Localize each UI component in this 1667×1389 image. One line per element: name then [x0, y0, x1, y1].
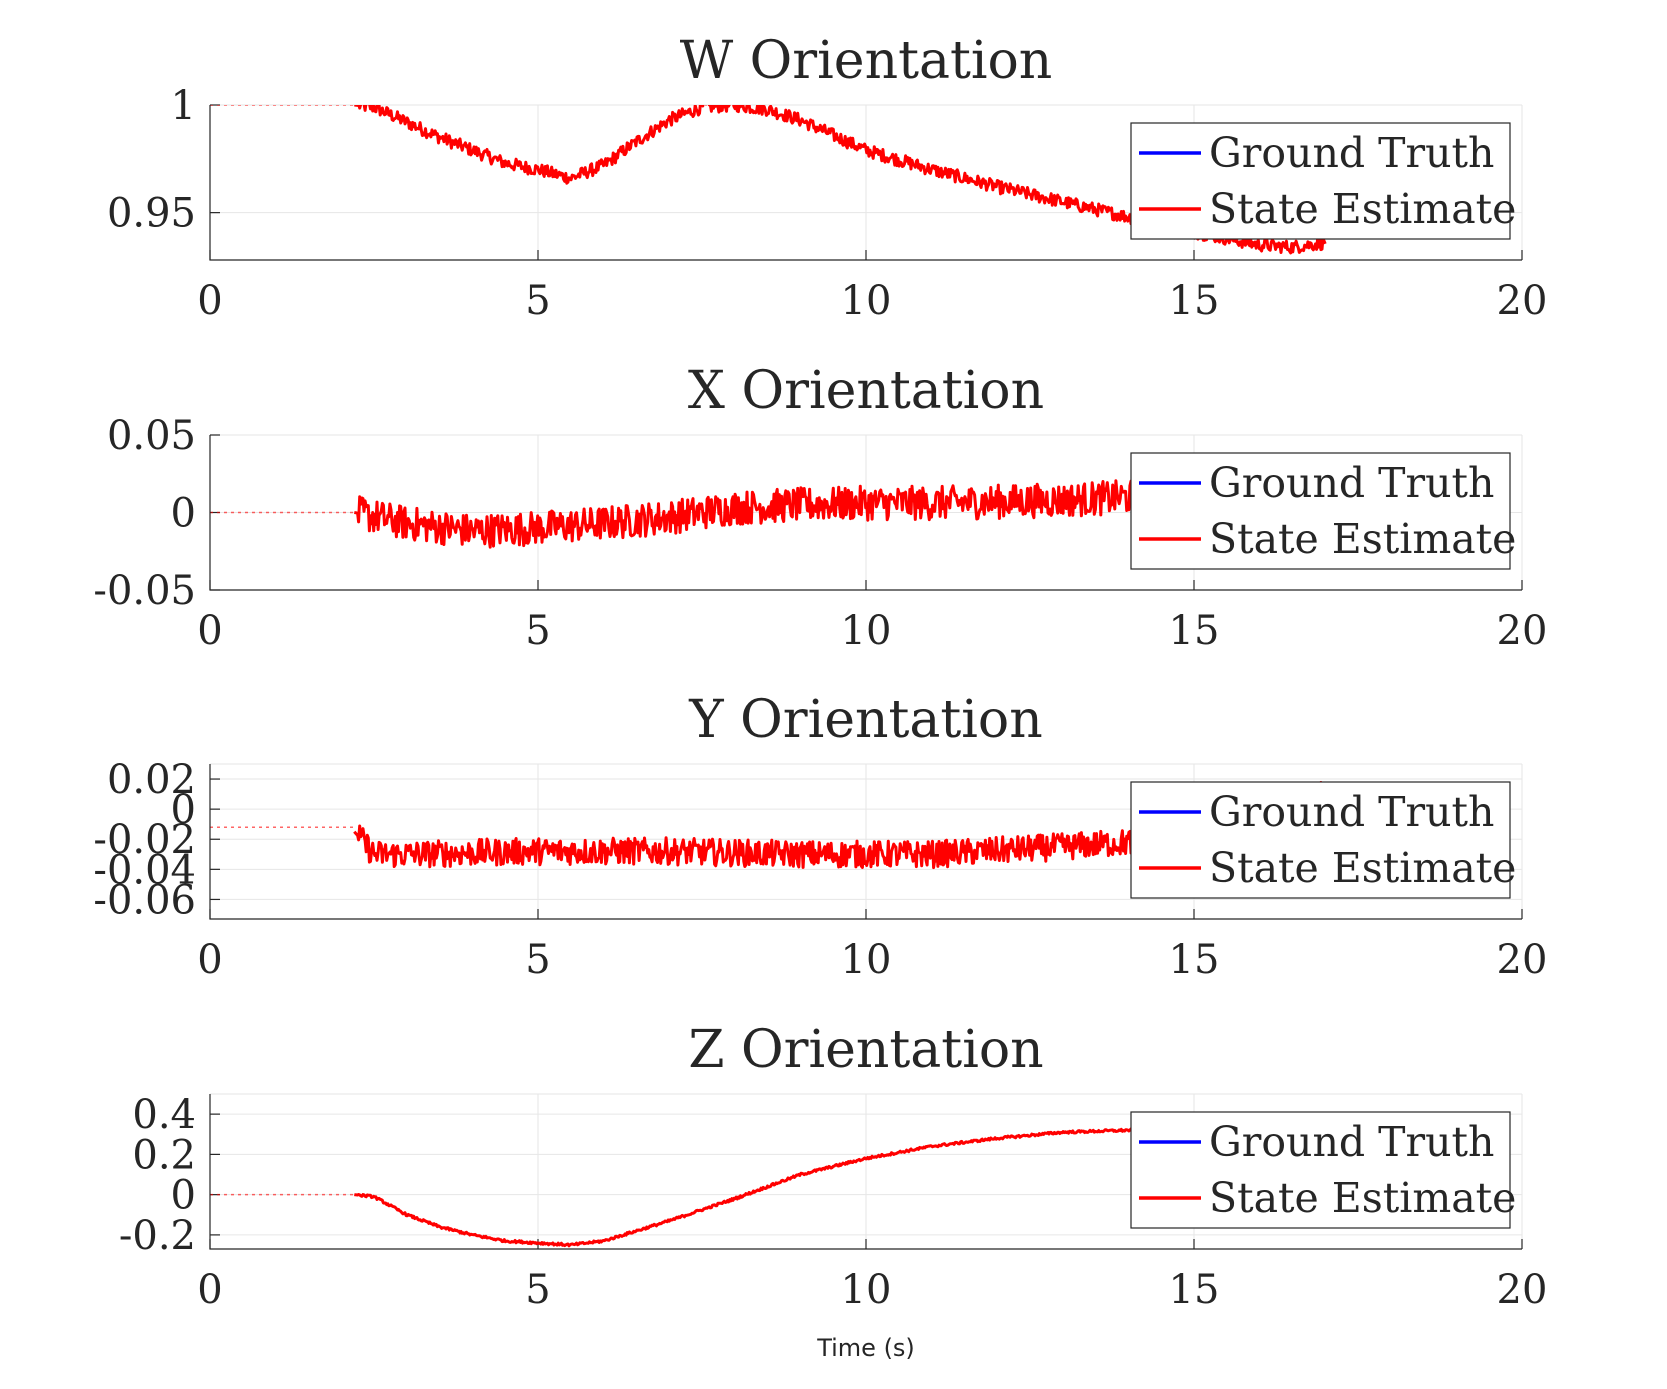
legend-box	[1130, 452, 1511, 570]
legend: Ground Truth State Estimate	[1130, 122, 1516, 240]
y-tick-label: -0.04	[93, 847, 196, 893]
legend-label: Ground Truth	[1209, 788, 1494, 836]
y-tick-label: 0.05	[107, 413, 196, 459]
y-tick-label: 0	[171, 1173, 196, 1219]
chart-title: Z Orientation	[688, 1020, 1043, 1080]
y-ticks: -0.05 0 0.05	[93, 413, 220, 614]
x-tick-label: 20	[1497, 608, 1548, 654]
y-tick-label: 0.02	[107, 757, 196, 803]
y-tick-label: 0.2	[132, 1132, 196, 1178]
legend-label: State Estimate	[1209, 1174, 1516, 1222]
x-tick-label: 0	[197, 1267, 222, 1313]
y-tick-label: -0.2	[119, 1213, 196, 1259]
y-tick-label: 0.95	[107, 191, 196, 237]
y-tick-label: -0.06	[93, 877, 196, 923]
axes-box	[209, 435, 1522, 591]
x-axis-label: Time (s)	[816, 1334, 915, 1362]
x-tick-label: 5	[525, 278, 550, 324]
legend-label: State Estimate	[1209, 515, 1516, 563]
y-tick-label: 0	[171, 491, 196, 537]
legend-label: Ground Truth	[1209, 1118, 1494, 1166]
y-tick-label: -0.02	[93, 817, 196, 863]
x-tick-label: 5	[525, 1267, 550, 1313]
x-tick-label: 20	[1497, 1267, 1548, 1313]
legend-label: Ground Truth	[1209, 129, 1494, 177]
x-ticks: 0 5 10 15 20	[197, 1239, 1547, 1313]
x-tick-label: 20	[1497, 278, 1548, 324]
y-tick-label: -0.05	[93, 568, 196, 614]
x-tick-label: 10	[841, 608, 892, 654]
legend-box	[1130, 122, 1511, 240]
x-ticks: 0 5 10 15 20	[197, 909, 1547, 983]
legend-box	[1130, 1111, 1511, 1229]
x-tick-label: 5	[525, 608, 550, 654]
chart-title: Y Orientation	[688, 690, 1042, 750]
x-tick-label: 0	[197, 278, 222, 324]
subplot-z-orientation: Z Orientation -0.200.20.4 0 5 10 15 20 Groun…	[119, 1020, 1548, 1313]
legend-label: State Estimate	[1209, 185, 1516, 233]
x-tick-label: 15	[1169, 278, 1220, 324]
axes-box	[209, 764, 1522, 920]
x-tick-label: 15	[1169, 608, 1220, 654]
legend: Ground Truth State Estimate	[1130, 1111, 1516, 1229]
x-ticks: 0 5 10 15 20	[197, 250, 1547, 324]
x-ticks: 0 5 10 15 20	[197, 580, 1547, 654]
legend: Ground Truth State Estimate	[1130, 452, 1516, 570]
chart-title: W Orientation	[680, 31, 1053, 91]
chart-title: X Orientation	[688, 361, 1044, 421]
x-tick-label: 10	[841, 278, 892, 324]
legend-label: State Estimate	[1209, 844, 1516, 892]
legend: Ground Truth State Estimate	[1130, 781, 1516, 899]
x-tick-label: 10	[841, 937, 892, 983]
x-tick-label: 5	[525, 937, 550, 983]
x-tick-label: 15	[1169, 937, 1220, 983]
y-ticks: 0.95 1	[107, 83, 220, 237]
y-tick-label: 1	[171, 83, 196, 129]
x-tick-label: 0	[197, 608, 222, 654]
y-tick-label: 0.4	[132, 1092, 196, 1138]
subplot-w-orientation: W Orientation 0.95 1 0 5 10 15 20 Ground Trut…	[107, 31, 1548, 324]
y-ticks: -0.200.20.4	[119, 1092, 220, 1259]
legend-box	[1130, 781, 1511, 899]
x-tick-label: 15	[1169, 1267, 1220, 1313]
axes-box	[209, 1094, 1522, 1250]
legend-label: Ground Truth	[1209, 459, 1494, 507]
x-tick-label: 20	[1497, 937, 1548, 983]
x-tick-label: 0	[197, 937, 222, 983]
y-tick-label: 0	[171, 787, 196, 833]
axes-box	[209, 105, 1522, 261]
x-tick-label: 10	[841, 1267, 892, 1313]
